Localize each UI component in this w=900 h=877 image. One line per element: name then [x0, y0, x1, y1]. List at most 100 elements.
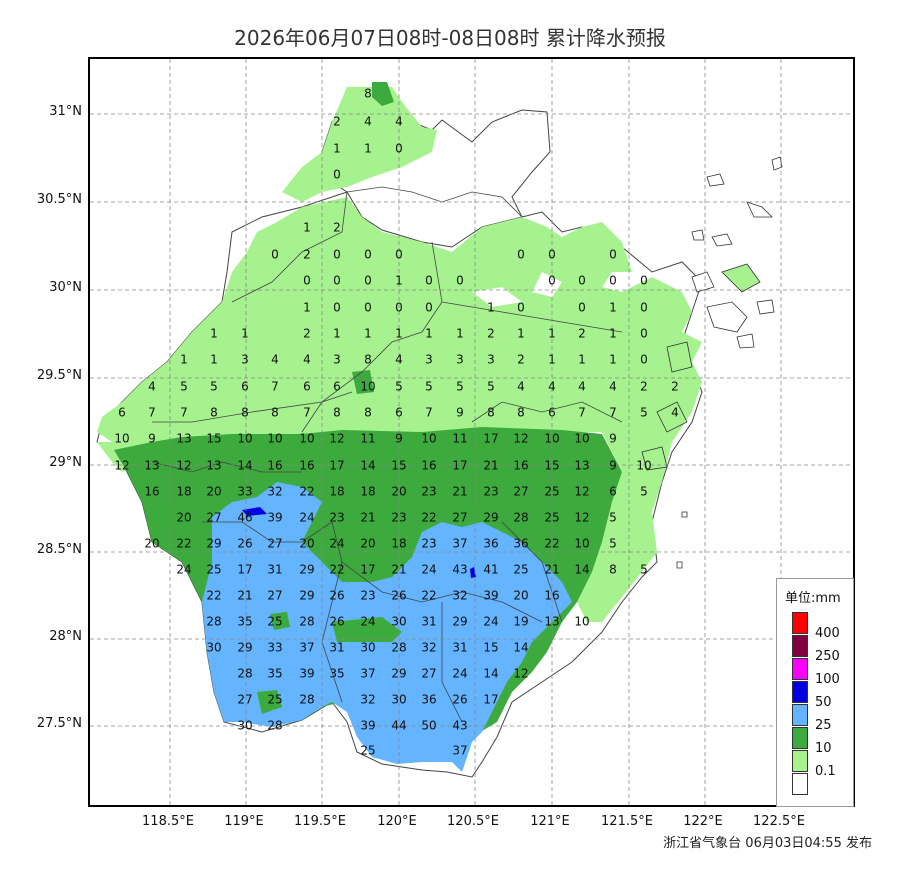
latitude-label: 30°N	[49, 280, 82, 295]
station-value: 0	[364, 248, 372, 262]
station-value: 1	[303, 221, 311, 235]
station-value: 1	[241, 327, 249, 341]
station-value: 21	[360, 511, 375, 525]
latitude-label: 29°N	[49, 455, 82, 470]
station-value: 1	[609, 353, 617, 367]
station-value: 0	[548, 274, 556, 288]
station-value: 5	[487, 380, 495, 394]
station-value: 32	[360, 693, 375, 707]
station-value: 27	[452, 511, 467, 525]
station-value: 0	[456, 274, 464, 288]
rainfall-map[interactable]: 82 4 41 1 001 20 2 0 0 0 0 0 00 0 0 1 0 0 0 0 0 01 0 0 0 0 1 0 0 1 01 1…	[90, 59, 855, 807]
station-value: 20	[144, 537, 159, 551]
station-value: 20	[176, 511, 191, 525]
station-value: 8	[271, 406, 279, 420]
station-value: 3	[425, 353, 433, 367]
station-value: 20	[360, 537, 375, 551]
longitude-label: 122°E	[683, 814, 723, 829]
station-value: 9	[148, 432, 156, 446]
station-value: 18	[176, 485, 191, 499]
station-value: 10	[574, 537, 589, 551]
station-value: 26	[452, 693, 467, 707]
station-value: 10	[237, 432, 252, 446]
legend-label: 0.1	[815, 764, 836, 779]
station-value: 15	[391, 459, 406, 473]
legend-swatch	[792, 750, 808, 772]
station-value: 21	[391, 563, 406, 577]
station-value: 0	[578, 301, 586, 315]
station-value: 29	[391, 667, 406, 681]
station-value: 21	[483, 459, 498, 473]
islands	[641, 156, 783, 569]
station-value: 9	[609, 432, 617, 446]
graticule	[90, 59, 853, 805]
station-value: 13	[574, 459, 589, 473]
station-value: 0	[364, 301, 372, 315]
station-value: 22	[176, 537, 191, 551]
station-value: 39	[483, 589, 498, 603]
station-value: 12	[513, 667, 528, 681]
station-value: 5	[395, 380, 403, 394]
station-value: 22	[544, 537, 559, 551]
station-value: 0	[517, 301, 525, 315]
station-value: 0	[333, 301, 341, 315]
station-value: 27	[513, 485, 528, 499]
station-value: 18	[391, 537, 406, 551]
station-value: 1	[395, 327, 403, 341]
station-value: 12	[329, 432, 344, 446]
station-value: 2	[333, 221, 341, 235]
station-value: 36	[421, 693, 436, 707]
station-value: 6	[548, 406, 556, 420]
station-value: 30	[206, 641, 221, 655]
station-value: 44	[391, 719, 406, 733]
station-value: 25	[360, 744, 375, 758]
station-value: 17	[483, 432, 498, 446]
station-value: 4	[303, 353, 311, 367]
station-value: 1	[364, 327, 372, 341]
station-value: 4	[517, 380, 525, 394]
station-value: 0	[640, 301, 648, 315]
station-value: 12	[574, 511, 589, 525]
station-value: 20	[513, 589, 528, 603]
station-value: 1	[456, 327, 464, 341]
station-value: 13	[144, 459, 159, 473]
station-value: 30	[391, 615, 406, 629]
station-value: 6	[395, 406, 403, 420]
station-value: 14	[237, 459, 252, 473]
station-value: 0	[609, 274, 617, 288]
station-value: 1	[425, 327, 433, 341]
station-value: 7	[425, 406, 433, 420]
station-value: 0	[578, 274, 586, 288]
station-value: 15	[206, 432, 221, 446]
station-value: 0	[517, 248, 525, 262]
station-value: 32	[267, 485, 282, 499]
station-value: 16	[513, 459, 528, 473]
latitude-label: 31°N	[49, 104, 82, 119]
station-value: 6	[333, 380, 341, 394]
station-value: 27	[421, 667, 436, 681]
station-value: 26	[237, 537, 252, 551]
station-values: 82 4 41 1 001 20 2 0 0 0 0 0 00 0 0 1 0 0 0 0 0 01 0 0 0 0 1 0 0 1 01 1…	[114, 87, 678, 758]
station-value: 0	[640, 274, 648, 288]
station-value: 10	[544, 432, 559, 446]
station-value: 13	[544, 615, 559, 629]
station-value: 2	[333, 115, 341, 129]
station-value: 12	[114, 459, 129, 473]
station-value: 32	[452, 589, 467, 603]
station-value: 1	[210, 353, 218, 367]
station-value: 2	[640, 380, 648, 394]
station-value: 1	[487, 301, 495, 315]
station-value: 10	[574, 615, 589, 629]
station-value: 28	[299, 615, 314, 629]
station-value: 28	[391, 641, 406, 655]
station-value: 17	[329, 459, 344, 473]
station-value: 1	[180, 353, 188, 367]
station-value: 1	[303, 301, 311, 315]
legend-label: 50	[815, 695, 832, 710]
station-value: 21	[237, 589, 252, 603]
station-value: 20	[299, 537, 314, 551]
station-value: 15	[544, 459, 559, 473]
station-value: 10	[114, 432, 129, 446]
legend-label: 400	[815, 626, 840, 641]
